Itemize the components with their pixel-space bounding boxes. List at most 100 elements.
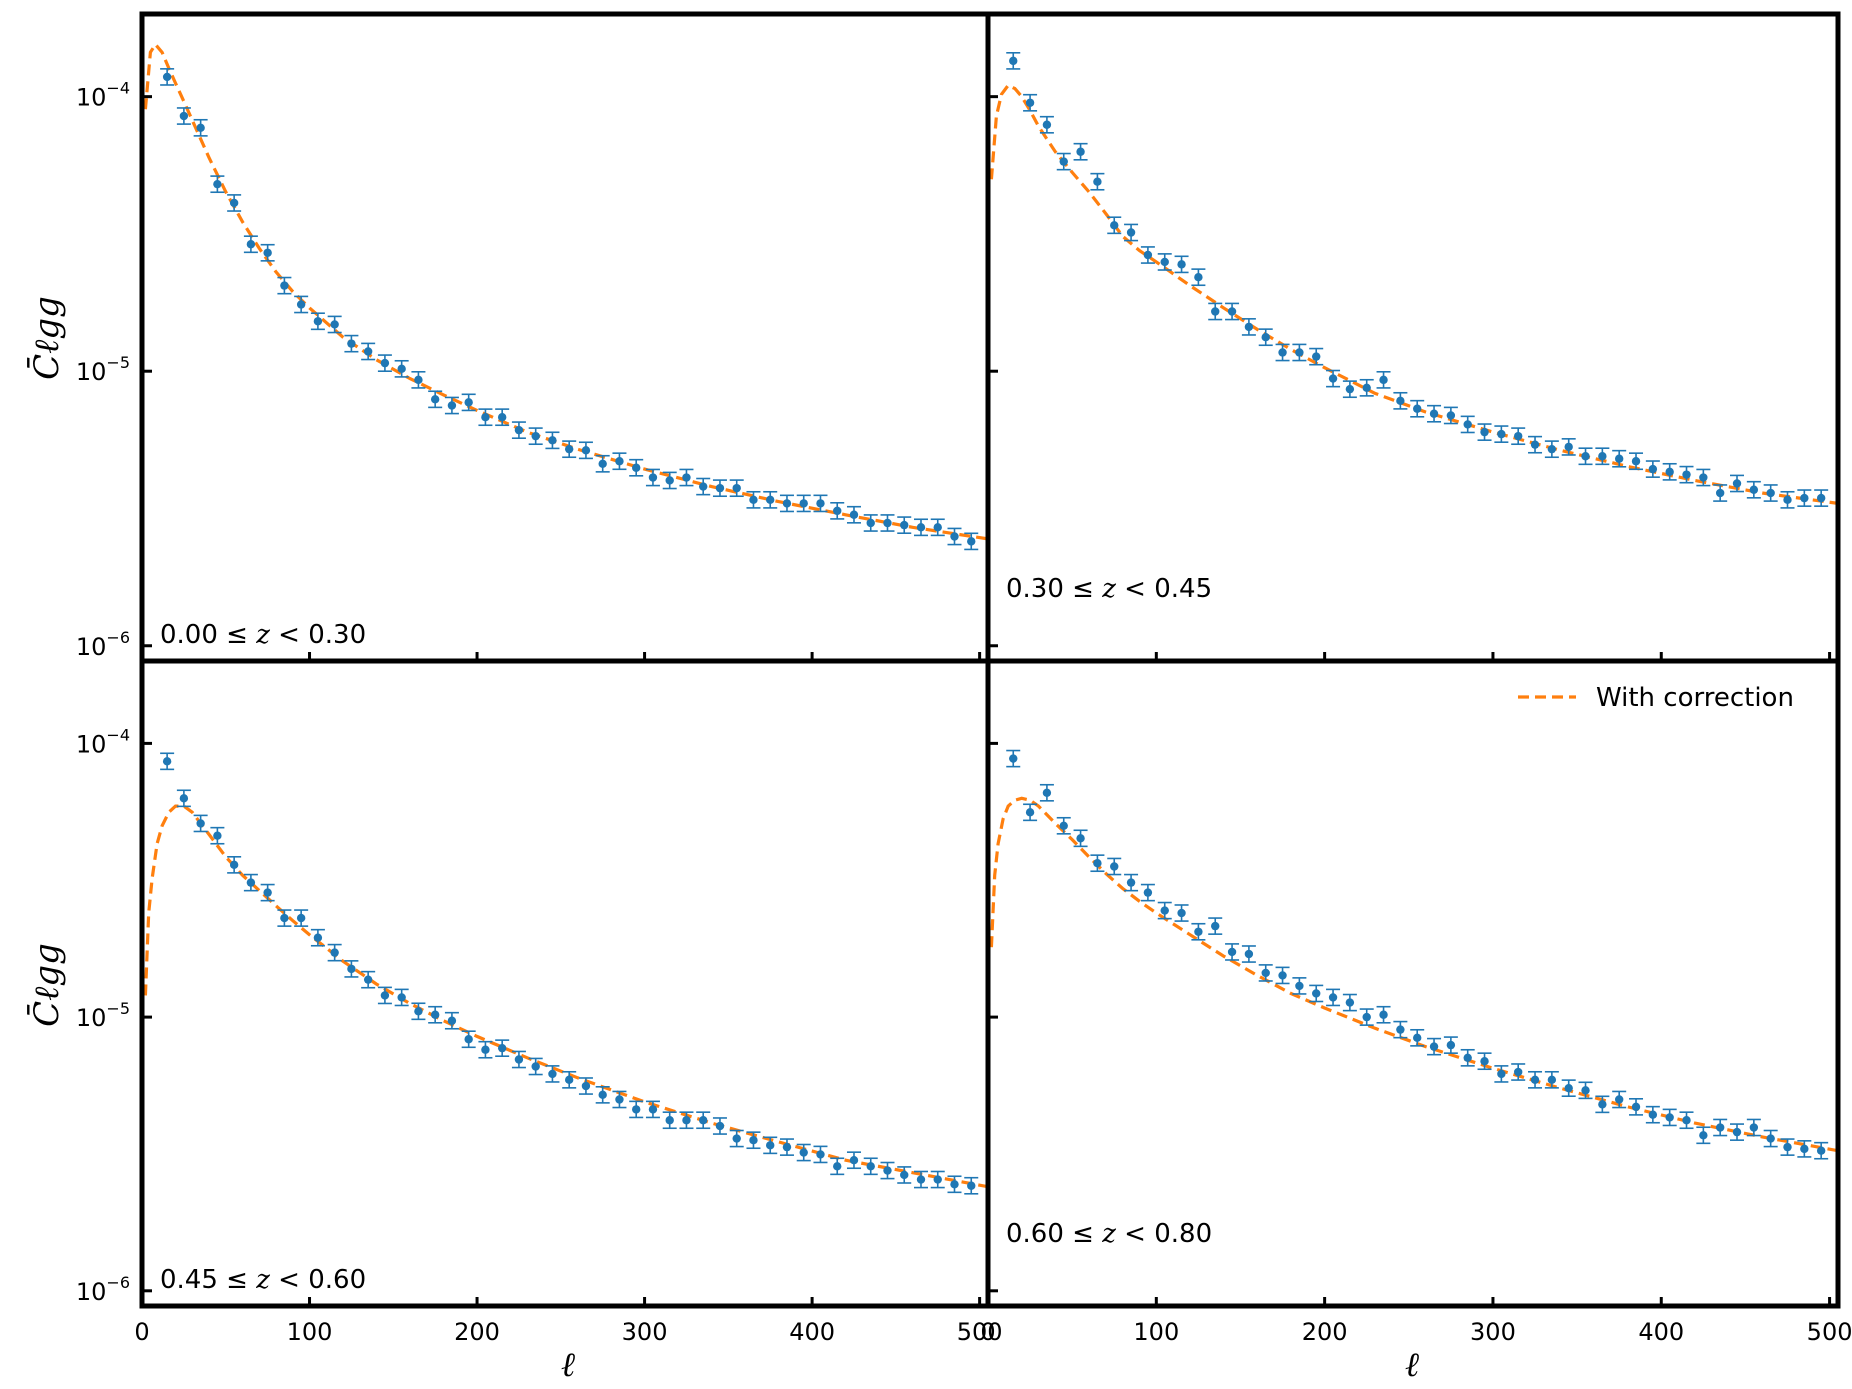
data-points [1006, 51, 1829, 509]
data-point [344, 960, 359, 978]
data-point [595, 454, 610, 473]
point-marker [749, 1136, 758, 1145]
data-point [361, 342, 376, 361]
data-point [411, 1002, 426, 1021]
data-point [645, 1100, 660, 1119]
point-marker [1244, 949, 1254, 959]
point-marker [1699, 1131, 1708, 1140]
data-point [478, 1040, 493, 1059]
point-marker [531, 431, 540, 441]
point-marker [1211, 307, 1220, 316]
point-marker [179, 794, 189, 803]
panel-2: 0.30 ≤ z < 0.45 [985, 11, 1841, 664]
y-tick-label: 10−5 [76, 999, 130, 1032]
data-point [1494, 1065, 1509, 1083]
point-marker [1463, 1053, 1472, 1063]
data-point [1629, 452, 1644, 471]
point-marker [782, 499, 792, 508]
point-marker [1211, 921, 1220, 931]
panel-4: 0 100 200 300 400 500 0.60 ≤ z < 0.80 With corr… [980, 658, 1852, 1346]
point-marker [1362, 1012, 1371, 1022]
data-point [327, 943, 342, 962]
data-point [712, 1117, 727, 1135]
data-point [1730, 1123, 1745, 1141]
data-point [1359, 1008, 1374, 1026]
point-marker [1261, 332, 1270, 342]
point-marker [481, 1045, 490, 1054]
point-marker [347, 964, 356, 974]
data-point [1393, 391, 1408, 410]
data-point [562, 440, 577, 459]
data-point [696, 1111, 711, 1130]
data-point [1679, 465, 1694, 484]
data-point [1696, 1126, 1711, 1145]
point-marker [397, 364, 406, 374]
point-marker [1699, 473, 1708, 482]
data-point [1056, 152, 1071, 171]
panel-redshift-label: 0.45 ≤ z < 0.60 [160, 1265, 366, 1295]
data-point [1039, 115, 1054, 134]
data-point [913, 518, 928, 537]
data-point [1359, 378, 1374, 397]
data-point [1746, 480, 1761, 499]
point-marker [1227, 947, 1237, 957]
data-point [846, 505, 861, 524]
point-marker [229, 860, 239, 870]
x-tick-label: 200 [1302, 1318, 1348, 1346]
data-point [1292, 343, 1307, 362]
panel-frame [139, 11, 991, 664]
data-point [1056, 816, 1071, 835]
model-line [143, 41, 988, 541]
data-point [1763, 484, 1778, 502]
point-marker [1379, 1010, 1388, 1019]
data-point [545, 1065, 560, 1083]
point-marker [1513, 431, 1523, 441]
data-point [729, 479, 744, 498]
data-point [1090, 172, 1105, 191]
panel-frame [985, 11, 1841, 664]
x-tick-label: 400 [1638, 1318, 1684, 1346]
data-point [260, 243, 275, 262]
data-point [1612, 1090, 1627, 1109]
point-marker [1429, 1042, 1439, 1051]
point-marker [1800, 493, 1809, 503]
point-marker [1076, 147, 1085, 156]
point-marker [1312, 989, 1321, 998]
data-point [1258, 328, 1273, 347]
data-point [310, 312, 325, 331]
point-marker [330, 320, 339, 329]
point-marker [648, 1105, 658, 1114]
data-point [1494, 425, 1509, 443]
data-point [1780, 490, 1795, 509]
point-marker [1598, 1100, 1607, 1109]
point-marker [682, 1116, 691, 1125]
data-point [1309, 347, 1324, 366]
point-marker [1783, 495, 1792, 505]
point-marker [1345, 384, 1355, 394]
point-marker [1110, 221, 1119, 230]
data-point [243, 235, 258, 254]
data-point [746, 490, 761, 509]
point-marker [1614, 454, 1624, 463]
data-point [310, 928, 325, 947]
data-point [1730, 474, 1745, 493]
x-tick-label: 0 [980, 1318, 995, 1346]
y-tick-label: 10−6 [76, 1273, 130, 1306]
x-tick-label: 500 [957, 1318, 1003, 1346]
axis-titles: ℓ ℓ C̄ℓgg C̄ℓgg [26, 296, 1419, 1385]
point-marker [430, 395, 440, 404]
data-point [779, 1138, 794, 1156]
point-marker [497, 412, 507, 422]
data-point [528, 427, 543, 446]
data-point [294, 295, 309, 314]
point-marker [213, 179, 222, 189]
data-point [377, 986, 392, 1005]
data-point [1191, 922, 1206, 941]
point-marker [1581, 452, 1590, 461]
point-marker [1396, 396, 1405, 406]
data-point [1713, 1118, 1728, 1137]
point-marker [799, 499, 808, 508]
data-point [1460, 1048, 1475, 1067]
data-point [746, 1131, 761, 1150]
data-points [160, 752, 979, 1195]
